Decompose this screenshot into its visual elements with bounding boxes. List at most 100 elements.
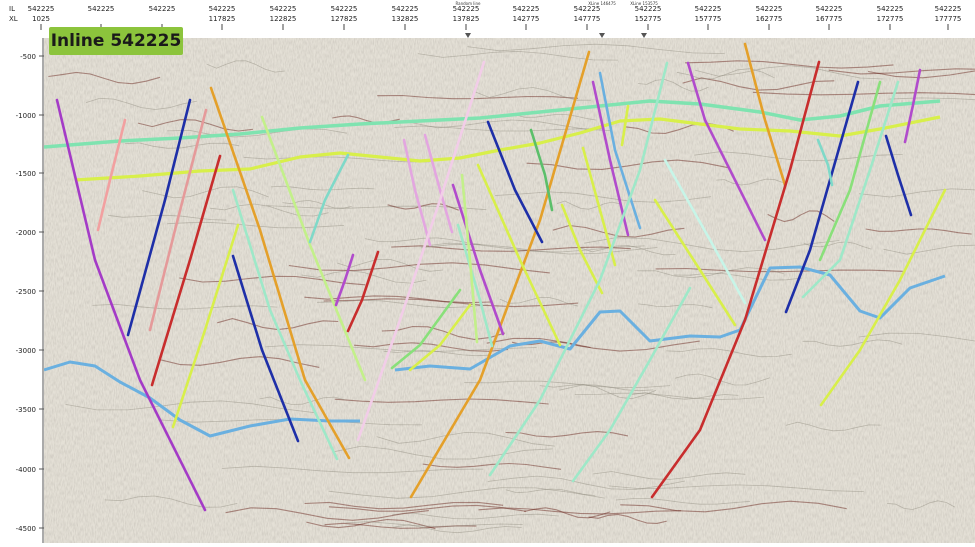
reflector-line <box>65 400 315 414</box>
reflector-line <box>85 97 198 110</box>
fault-line[interactable] <box>743 42 787 187</box>
fault-line[interactable] <box>591 80 630 237</box>
reflector-line <box>785 421 881 432</box>
fault-line[interactable] <box>308 153 350 244</box>
reflector-texture <box>48 43 975 534</box>
reflector-line <box>588 513 667 524</box>
fault-line[interactable] <box>784 80 860 314</box>
section-marker-label: XLine 146475 <box>588 1 616 6</box>
fault-line[interactable] <box>571 286 692 483</box>
fault-line[interactable] <box>560 203 604 295</box>
xl-tick-label: 147775 <box>574 15 601 23</box>
reflector-line <box>221 465 484 474</box>
seismic-image <box>44 38 975 543</box>
fault-line[interactable] <box>346 250 380 333</box>
reflector-line <box>673 273 803 281</box>
fault-line[interactable] <box>460 173 479 344</box>
fault-line[interactable] <box>456 223 494 348</box>
fault-line[interactable] <box>686 61 767 242</box>
il-tick-label: 542225 <box>695 5 722 13</box>
fault-line[interactable] <box>260 115 367 382</box>
reflector-line <box>487 475 686 490</box>
il-tick-label: 542225 <box>453 5 480 13</box>
reflector-line <box>137 119 253 132</box>
fault-line[interactable] <box>171 223 240 429</box>
fault-line[interactable] <box>423 133 454 234</box>
fault-line[interactable] <box>150 154 222 387</box>
fault-line[interactable] <box>55 98 207 512</box>
fault-line[interactable] <box>486 120 544 244</box>
reflector-line <box>225 507 429 521</box>
fault-line[interactable] <box>819 188 947 407</box>
fault-line[interactable] <box>209 86 351 460</box>
reflector-line <box>584 237 840 253</box>
xl-tick-label: 157775 <box>695 15 722 23</box>
reflector-line <box>523 507 611 519</box>
fault-line[interactable] <box>451 183 505 336</box>
fault-line[interactable] <box>390 288 462 370</box>
reflector-line <box>421 242 645 253</box>
reflector-line <box>304 295 491 304</box>
fault-line[interactable] <box>231 254 300 443</box>
fault-line[interactable] <box>801 80 900 299</box>
inline-crossline-header: IL XL 542225 1025 542225 542225 542225 117825 54… <box>9 1 961 38</box>
fault-line[interactable] <box>653 198 737 327</box>
fault-line[interactable] <box>476 163 562 347</box>
horizon-base-east <box>394 265 946 372</box>
reflector-line <box>803 241 872 250</box>
fault-line[interactable] <box>488 61 669 477</box>
reflector-line <box>206 60 285 73</box>
reflector-line <box>637 303 713 309</box>
depth-tick-label: -3500 <box>16 406 36 414</box>
fault-line[interactable] <box>598 71 642 230</box>
fault-line[interactable] <box>148 108 208 332</box>
reflector-line <box>868 70 975 79</box>
reflector-line <box>464 380 671 389</box>
reflector-line <box>552 224 685 238</box>
fault-line[interactable] <box>650 60 821 499</box>
reflector-line <box>48 71 161 85</box>
il-tick-label: 542225 <box>28 5 55 13</box>
horizon-layer <box>44 99 946 438</box>
fault-line[interactable] <box>126 98 192 337</box>
xl-tick-label: 162775 <box>756 15 783 23</box>
fault-line[interactable] <box>884 134 913 217</box>
reflector-line <box>467 43 725 54</box>
reflector-line <box>684 60 894 69</box>
fault-line[interactable] <box>409 50 591 499</box>
reflector-line <box>526 159 728 170</box>
fault-line[interactable] <box>663 158 747 305</box>
fault-line[interactable] <box>816 138 834 187</box>
il-tick-label: 542225 <box>209 5 236 13</box>
reflector-line <box>592 471 746 480</box>
reflector-line <box>417 50 619 61</box>
fault-line[interactable] <box>620 104 630 147</box>
reflector-line <box>345 521 523 527</box>
reflector-line <box>92 303 278 310</box>
fault-line[interactable] <box>903 68 922 144</box>
reflector-line <box>478 507 682 515</box>
fault-line[interactable] <box>818 80 882 262</box>
il-tick-label: 542225 <box>88 5 115 13</box>
reflector-line <box>666 348 792 358</box>
il-tick-label: 542225 <box>816 5 843 13</box>
depth-tick-label: -1000 <box>16 112 36 120</box>
reflector-line <box>422 462 562 470</box>
fault-line[interactable] <box>529 128 554 212</box>
xl-tick-label: 167775 <box>816 15 843 23</box>
xl-tick-label: 127825 <box>331 15 358 23</box>
reflector-line <box>767 210 835 223</box>
fault-line[interactable] <box>581 146 617 267</box>
fault-line[interactable] <box>96 118 127 232</box>
il-tick-label: 542225 <box>270 5 297 13</box>
fault-line[interactable] <box>356 60 486 442</box>
fault-line[interactable] <box>231 188 339 461</box>
fault-line[interactable] <box>408 303 472 372</box>
fault-line[interactable] <box>334 253 355 307</box>
depth-tick-label: -1500 <box>16 170 36 178</box>
section-marker-icon <box>465 33 471 38</box>
xl-tick-label: 122825 <box>270 15 297 23</box>
inline-title-badge: Inline 542225 <box>49 27 183 55</box>
fault-line[interactable] <box>402 138 432 247</box>
